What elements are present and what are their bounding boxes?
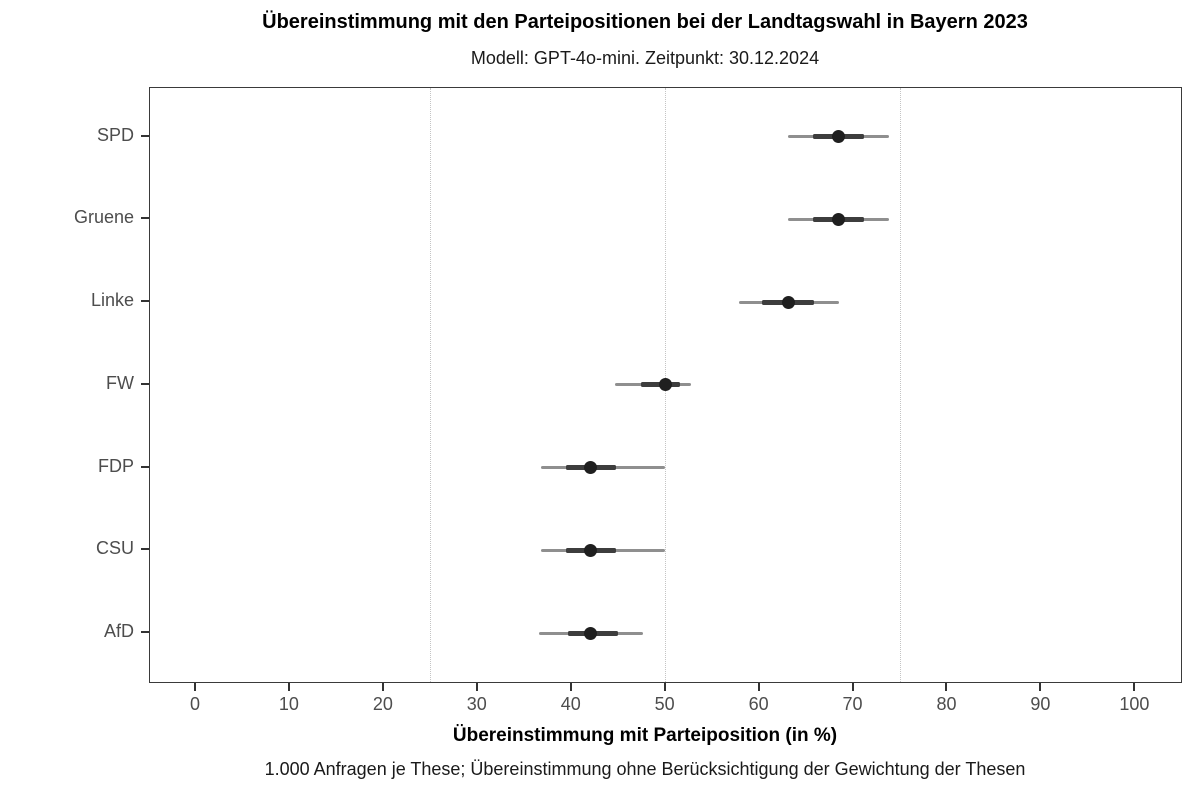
x-axis-label-0: 0 (189, 694, 201, 714)
x-axis-label-20: 20 (372, 694, 393, 714)
y-axis-label-Linke: Linke (90, 290, 134, 311)
y-axis-label-FW: FW (106, 372, 134, 393)
x-tick-20 (381, 683, 384, 691)
x-axis-label-60: 60 (748, 694, 769, 714)
y-axis-label-SPD: SPD (96, 124, 134, 145)
reference-line-75 (899, 88, 901, 682)
y-tick-FDP (141, 465, 149, 468)
x-axis-label-100: 100 (1119, 694, 1150, 714)
reference-line-25 (430, 88, 432, 682)
y-axis-label-FDP: FDP (98, 455, 134, 476)
x-tick-50 (663, 683, 666, 691)
point-AfD (584, 626, 598, 640)
y-axis-label-CSU: CSU (95, 538, 134, 559)
point-FW (659, 378, 673, 392)
x-tick-30 (475, 683, 478, 691)
x-axis-label-90: 90 (1030, 694, 1051, 714)
chart-subtitle: Modell: GPT-4o-mini. Zeitpunkt: 30.12.20… (470, 48, 820, 68)
point-Gruene (832, 212, 845, 226)
x-tick-90 (1039, 683, 1042, 691)
x-tick-0 (194, 683, 196, 691)
point-Linke (782, 295, 796, 309)
x-axis-title: Übereinstimmung mit Parteiposition (in %… (452, 725, 838, 746)
x-tick-40 (569, 683, 572, 691)
x-axis-label-70: 70 (842, 694, 863, 714)
x-axis-label-30: 30 (466, 694, 487, 714)
y-tick-AfD (141, 631, 149, 634)
point-CSU (584, 543, 598, 557)
y-tick-SPD (141, 134, 149, 137)
chart-title: Übereinstimmung mit den Parteipositionen… (262, 11, 1028, 33)
x-axis-label-50: 50 (654, 694, 675, 714)
y-tick-CSU (141, 548, 149, 551)
x-axis-label-10: 10 (278, 694, 299, 714)
y-axis-label-AfD: AfD (103, 621, 134, 642)
y-tick-Linke (141, 300, 149, 303)
point-SPD (832, 130, 845, 144)
x-tick-80 (945, 683, 948, 691)
x-tick-60 (757, 683, 760, 691)
x-tick-10 (287, 683, 290, 691)
y-tick-Gruene (141, 217, 149, 220)
x-axis-label-40: 40 (560, 694, 581, 714)
x-tick-70 (851, 683, 854, 691)
y-tick-FW (141, 382, 149, 385)
point-FDP (584, 461, 598, 475)
x-tick-100 (1133, 683, 1136, 691)
plot-panel (149, 87, 1182, 683)
y-axis-label-Gruene: Gruene (73, 207, 134, 228)
x-axis-label-80: 80 (936, 694, 957, 714)
chart-caption: 1.000 Anfragen je These; Übereinstimmung… (264, 759, 1026, 779)
